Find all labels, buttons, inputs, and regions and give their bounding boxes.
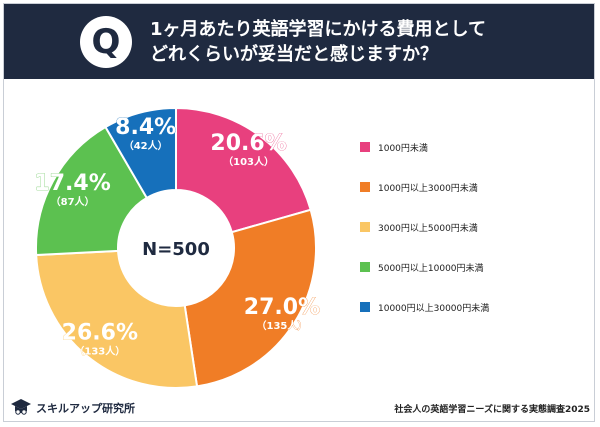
slice-count-label: （103人） — [223, 155, 274, 168]
donut-chart: 20.6%（103人） 27.0%（135人） 26.6%（133人） 17.4%（8… — [34, 106, 320, 389]
legend-label: 1000円未満 — [378, 143, 428, 154]
legend-item: 1000円以上3000円未満 — [360, 180, 478, 194]
donut-slice — [35, 249, 199, 389]
legend-swatch — [360, 302, 370, 312]
legend-label: 10000円以上30000円未満 — [378, 303, 490, 314]
brand-logo: スキルアップ研究所 — [10, 398, 135, 418]
legend-item: 1000円未満 — [360, 140, 428, 154]
mortarboard-icon — [11, 399, 31, 415]
question-badge: Q — [80, 16, 132, 68]
legend-label: 5000円以上10000円未満 — [378, 263, 484, 274]
brand-name: スキルアップ研究所 — [36, 402, 135, 415]
legend-swatch — [360, 262, 370, 272]
slice-percent-label: 17.4% — [34, 171, 110, 196]
slice-count-label: （87人） — [51, 195, 95, 208]
legend-swatch — [360, 142, 370, 152]
donut-slice — [104, 106, 177, 200]
survey-source: 社会人の英語学習ニーズに関する実態調査2025 — [394, 405, 590, 415]
question-header: Q 1ヶ月あたり英語学習にかける費用として どれくらいが妥当だと感じますか？ — [4, 4, 594, 79]
slice-percent-label: 26.6% — [62, 320, 138, 345]
slice-percent-label: 8.4% — [115, 115, 176, 140]
donut-slice — [175, 106, 312, 234]
legend-label: 1000円以上3000円未満 — [378, 183, 478, 194]
donut-slice — [35, 125, 149, 257]
slice-count-label: （135人） — [257, 319, 308, 332]
sample-size-label: N=500 — [142, 239, 210, 260]
legend-item: 3000円以上5000円未満 — [360, 220, 478, 234]
question-line-2: どれくらいが妥当だと感じますか？ — [150, 44, 438, 65]
donut-slice — [183, 208, 317, 388]
slice-percent-label: 20.6% — [210, 131, 286, 156]
legend-item: 5000円以上10000円未満 — [360, 260, 484, 274]
legend-swatch — [360, 222, 370, 232]
slice-count-label: （42人） — [124, 139, 168, 152]
legend-label: 3000円以上5000円未満 — [378, 223, 478, 234]
legend-item: 10000円以上30000円未満 — [360, 300, 489, 314]
slice-percent-label: 27.0% — [244, 295, 320, 320]
question-title: 1ヶ月あたり英語学習にかける費用として どれくらいが妥当だと感じますか？ — [150, 17, 486, 67]
legend-swatch — [360, 182, 370, 192]
question-line-1: 1ヶ月あたり英語学習にかける費用として — [150, 19, 486, 40]
slice-count-label: （133人） — [74, 344, 125, 357]
